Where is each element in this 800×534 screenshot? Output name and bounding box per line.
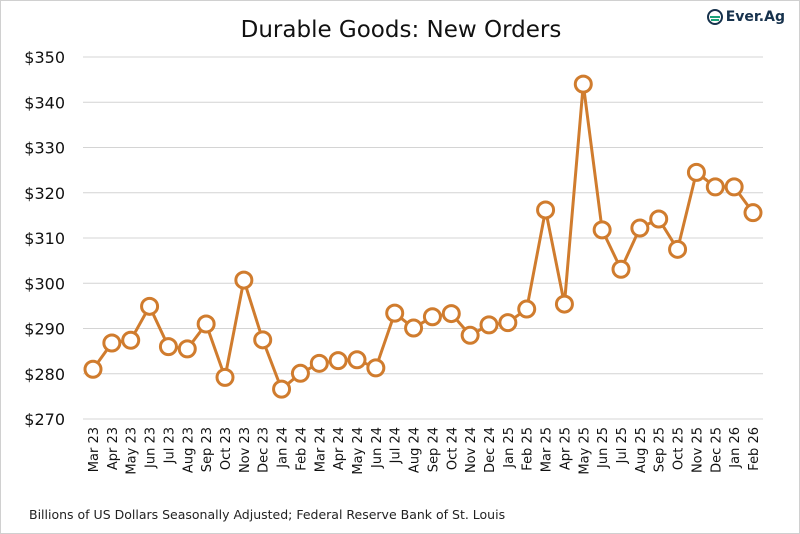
data-point bbox=[83, 359, 103, 379]
data-point bbox=[234, 270, 254, 290]
data-point bbox=[158, 337, 178, 357]
x-tick-label: Dec 24 bbox=[483, 427, 498, 473]
y-tick-label: $280 bbox=[24, 365, 65, 384]
y-tick-label: $340 bbox=[24, 93, 65, 112]
x-tick-label: Nov 25 bbox=[690, 427, 705, 473]
logo: Ever.Ag bbox=[706, 9, 785, 25]
x-tick-label: Mar 24 bbox=[313, 427, 328, 472]
x-tick-label: Mar 25 bbox=[540, 427, 555, 472]
x-tick-label: Feb 25 bbox=[521, 427, 536, 471]
x-tick-label: Feb 26 bbox=[747, 427, 762, 471]
data-point bbox=[385, 303, 405, 323]
data-point bbox=[290, 363, 310, 383]
data-point bbox=[177, 339, 197, 359]
x-tick-label: Dec 25 bbox=[709, 427, 724, 473]
y-tick-label: $300 bbox=[24, 274, 65, 293]
x-tick-label: Dec 23 bbox=[257, 427, 272, 473]
data-point bbox=[479, 315, 499, 335]
x-tick-label: Aug 23 bbox=[181, 427, 196, 473]
data-point bbox=[328, 351, 348, 371]
data-point bbox=[347, 350, 367, 370]
y-tick-label: $330 bbox=[24, 139, 65, 158]
x-tick-label: Jun 25 bbox=[596, 427, 611, 469]
data-point bbox=[554, 294, 574, 314]
logo-text: Ever.Ag bbox=[725, 9, 785, 25]
x-tick-label: Oct 23 bbox=[219, 427, 234, 470]
data-point bbox=[517, 299, 537, 319]
data-point bbox=[441, 304, 461, 324]
data-point bbox=[630, 218, 650, 238]
data-point bbox=[460, 325, 480, 345]
y-tick-label: $320 bbox=[24, 184, 65, 203]
data-point bbox=[705, 177, 725, 197]
x-tick-label: Jul 25 bbox=[615, 427, 630, 464]
x-tick-label: Sep 24 bbox=[426, 427, 441, 472]
data-point bbox=[215, 367, 235, 387]
data-point bbox=[366, 358, 386, 378]
data-point bbox=[121, 330, 141, 350]
data-point bbox=[422, 307, 442, 327]
x-tick-label: May 25 bbox=[577, 427, 592, 475]
data-point bbox=[102, 333, 122, 353]
data-point bbox=[272, 379, 292, 399]
x-tick-label: Apr 25 bbox=[558, 427, 573, 470]
x-tick-label: Mar 23 bbox=[87, 427, 102, 472]
x-tick-label: Jun 23 bbox=[144, 427, 159, 469]
x-tick-label: Jan 26 bbox=[728, 427, 743, 469]
data-point bbox=[649, 209, 669, 229]
x-tick-label: Nov 23 bbox=[238, 427, 253, 473]
data-point bbox=[498, 313, 518, 333]
data-point bbox=[253, 330, 273, 350]
chart-title: Durable Goods: New Orders bbox=[240, 17, 562, 43]
data-point bbox=[592, 220, 612, 240]
data-point bbox=[724, 177, 744, 197]
x-tick-label: Apr 24 bbox=[332, 427, 347, 470]
x-tick-label: Sep 23 bbox=[200, 427, 215, 472]
data-point bbox=[686, 162, 706, 182]
y-tick-label: $290 bbox=[24, 320, 65, 339]
footnote: Billions of US Dollars Seasonally Adjust… bbox=[29, 507, 506, 522]
x-tick-label: Jul 23 bbox=[162, 427, 177, 464]
data-point bbox=[573, 74, 593, 94]
data-point bbox=[611, 259, 631, 279]
x-tick-label: Apr 23 bbox=[106, 427, 121, 470]
data-point bbox=[668, 239, 688, 259]
x-tick-label: Nov 24 bbox=[464, 427, 479, 473]
data-point bbox=[404, 318, 424, 338]
x-tick-label: Sep 25 bbox=[653, 427, 668, 472]
data-point bbox=[140, 296, 160, 316]
x-tick-label: Aug 25 bbox=[634, 427, 649, 473]
data-point bbox=[536, 200, 556, 220]
x-tick-label: Jun 24 bbox=[370, 427, 385, 469]
ever-ag-logo-icon bbox=[706, 9, 723, 25]
x-tick-label: Jul 24 bbox=[389, 427, 404, 464]
x-tick-label: Jan 24 bbox=[276, 427, 291, 469]
x-tick-label: Feb 24 bbox=[294, 427, 309, 471]
data-point bbox=[309, 353, 329, 373]
x-tick-label: May 24 bbox=[351, 427, 366, 475]
x-tick-label: May 23 bbox=[125, 427, 140, 475]
data-point bbox=[743, 203, 763, 223]
x-tick-label: Oct 24 bbox=[445, 427, 460, 470]
y-tick-label: $270 bbox=[24, 410, 65, 429]
data-point bbox=[196, 314, 216, 334]
y-tick-label: $310 bbox=[24, 229, 65, 248]
x-tick-label: Oct 25 bbox=[672, 427, 687, 470]
x-tick-label: Jan 25 bbox=[502, 427, 517, 469]
y-tick-label: $350 bbox=[24, 48, 65, 67]
x-tick-label: Aug 24 bbox=[408, 427, 423, 473]
